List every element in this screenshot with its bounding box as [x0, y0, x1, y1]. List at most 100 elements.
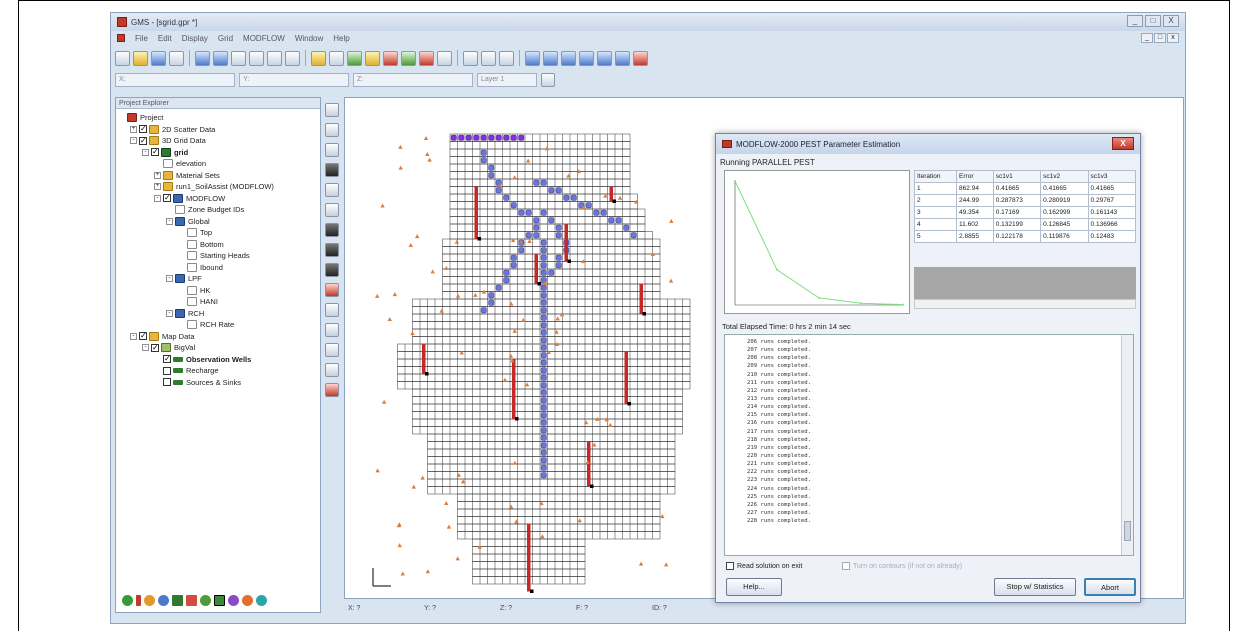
color-ramp-icon[interactable]	[383, 50, 398, 66]
tree-expander-icon[interactable]: -	[142, 148, 149, 156]
plot-wizard-icon[interactable]	[401, 50, 416, 66]
log-scroll-thumb[interactable]	[1124, 521, 1131, 541]
select-column-icon[interactable]	[325, 223, 339, 237]
x-field[interactable]: X:	[115, 73, 235, 87]
module-uxo-icon[interactable]	[242, 595, 253, 606]
layer-field[interactable]: Layer 1	[477, 73, 537, 87]
help-button[interactable]: Help...	[726, 578, 782, 596]
close-x-icon[interactable]	[499, 50, 514, 66]
select-tool-icon[interactable]	[325, 103, 339, 117]
menu-file[interactable]: File	[135, 33, 148, 43]
run-mt3d-icon[interactable]	[561, 50, 576, 66]
select-layer-icon[interactable]	[325, 243, 339, 257]
tree-item[interactable]: - grid	[116, 146, 320, 159]
run-modpath-icon[interactable]	[579, 50, 594, 66]
menu-help[interactable]: Help	[333, 33, 350, 43]
contour-icon[interactable]	[347, 50, 362, 66]
model-grid-view[interactable]	[345, 98, 1184, 599]
tree-checkbox[interactable]	[163, 366, 171, 375]
tree-item[interactable]: HK	[116, 285, 320, 297]
tree-item[interactable]: Starting Heads	[116, 250, 320, 262]
tree-expander-icon[interactable]: -	[154, 194, 161, 202]
menu-modflow[interactable]: MODFLOW	[243, 33, 285, 43]
tree-item[interactable]: +2D Scatter Data	[116, 123, 320, 136]
rotate-icon[interactable]	[231, 50, 246, 66]
edit-section-icon[interactable]	[325, 343, 339, 357]
y-field[interactable]: Y:	[239, 73, 349, 87]
minimize-button[interactable]: _	[1127, 15, 1143, 27]
cross-section-icon[interactable]	[325, 323, 339, 337]
tree-item[interactable]: Bottom	[116, 239, 320, 251]
module-globe-icon[interactable]	[256, 595, 267, 606]
tree-item[interactable]: - LPF	[116, 273, 320, 285]
tree-checkbox[interactable]	[163, 353, 171, 365]
tree-item[interactable]: + Material Sets	[116, 170, 320, 182]
module-mesh-icon[interactable]	[122, 595, 133, 606]
display-options-icon[interactable]	[311, 50, 326, 66]
select-point-icon[interactable]	[325, 303, 339, 317]
tree-checkbox[interactable]	[139, 123, 147, 135]
doc-restore-button[interactable]: □	[1154, 33, 1166, 43]
run-pest-icon[interactable]	[543, 50, 558, 66]
tree-item[interactable]: - Global	[116, 216, 320, 228]
tree-item[interactable]: Recharge	[116, 365, 320, 377]
tree-checkbox[interactable]	[163, 192, 171, 204]
tree-item[interactable]: Top	[116, 227, 320, 239]
doc-close-button[interactable]: x	[1167, 33, 1179, 43]
open-icon[interactable]	[133, 50, 148, 66]
cursor-icon[interactable]	[481, 50, 496, 66]
rotate-tool-icon[interactable]	[325, 143, 339, 157]
select-row-icon[interactable]	[325, 203, 339, 217]
module-solid-icon[interactable]	[158, 595, 169, 606]
run-zone-icon[interactable]	[615, 50, 630, 66]
flag-icon[interactable]	[633, 50, 648, 66]
run-seam-icon[interactable]	[597, 50, 612, 66]
save-icon[interactable]	[151, 50, 166, 66]
menu-window[interactable]: Window	[294, 33, 324, 43]
menu-display[interactable]: Display	[181, 33, 208, 43]
tree-expander-icon[interactable]: -	[130, 137, 137, 145]
module-borehole-icon[interactable]	[136, 595, 141, 606]
tree-item[interactable]: - Map Data	[116, 330, 320, 343]
pest-output-log[interactable]: 206 runs completed. 207 runs completed. 20…	[724, 334, 1134, 556]
module-map-icon[interactable]	[214, 595, 225, 606]
zoom-tool-icon[interactable]	[325, 123, 339, 137]
module-scatter3d-icon[interactable]	[200, 595, 211, 606]
tree-checkbox[interactable]	[163, 378, 171, 387]
select-vertex-icon[interactable]	[325, 183, 339, 197]
tree-expander-icon[interactable]: -	[166, 309, 173, 317]
view-icon[interactable]	[213, 50, 228, 66]
lighting-icon[interactable]	[365, 50, 380, 66]
tree-checkbox[interactable]	[151, 146, 159, 158]
table-horizontal-scrollbar[interactable]	[914, 299, 1136, 309]
table-icon[interactable]	[437, 50, 452, 66]
run-model-icon[interactable]	[525, 50, 540, 66]
layers-icon[interactable]	[419, 50, 434, 66]
step-icon[interactable]	[463, 50, 478, 66]
refresh-icon[interactable]	[329, 50, 344, 66]
tree-item[interactable]: RCH Rate	[116, 319, 320, 331]
frame-icon[interactable]	[195, 50, 210, 66]
tree-expander-icon[interactable]: -	[142, 344, 149, 352]
pan-icon[interactable]	[249, 50, 264, 66]
tree-item[interactable]: elevation	[116, 158, 320, 170]
create-cell-icon[interactable]	[325, 263, 339, 277]
tree-expander-icon[interactable]: +	[154, 183, 161, 191]
tree-item[interactable]: HANI	[116, 296, 320, 308]
module-scatter2d-icon[interactable]	[186, 595, 197, 606]
tree-expander-icon[interactable]: -	[166, 275, 173, 283]
create-point-icon[interactable]	[325, 283, 339, 297]
module-gis-icon[interactable]	[228, 595, 239, 606]
stop-with-statistics-button[interactable]: Stop w/ Statistics	[994, 578, 1076, 596]
tree-expander-icon[interactable]: +	[130, 125, 137, 133]
tree-item[interactable]: - MODFLOW	[116, 192, 320, 205]
tree-item[interactable]: Zone Budget IDs	[116, 204, 320, 216]
tree-checkbox[interactable]	[139, 330, 147, 342]
tree-item[interactable]: Sources & Sinks	[116, 377, 320, 389]
module-grid-icon[interactable]	[172, 595, 183, 606]
read-solution-box[interactable]	[726, 562, 734, 570]
tree-item[interactable]: + run1_SoilAssist (MODFLOW)	[116, 181, 320, 193]
select-cell-icon[interactable]	[325, 163, 339, 177]
doc-minimize-button[interactable]: _	[1141, 33, 1153, 43]
tree-item[interactable]: - BigVal	[116, 342, 320, 354]
